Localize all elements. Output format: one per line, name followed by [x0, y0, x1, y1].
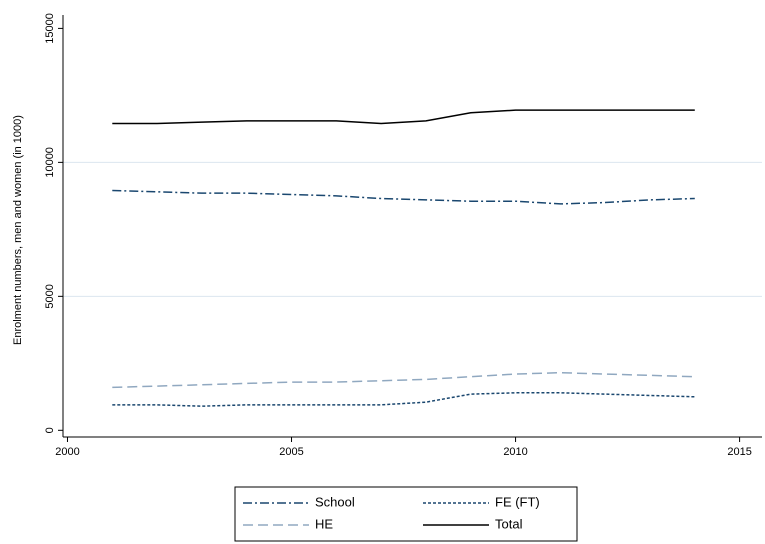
- legend-label: FE (FT): [495, 494, 540, 509]
- series-line: [112, 371, 695, 389]
- y-tick-label: 0: [44, 427, 56, 433]
- y-tick-label: 5000: [44, 284, 56, 308]
- x-tick-label: 2010: [503, 446, 527, 458]
- series-line: [112, 109, 695, 125]
- x-tick-label: 2015: [727, 446, 751, 458]
- x-tick-label: 2005: [279, 446, 303, 458]
- y-tick-label: 15000: [44, 13, 56, 44]
- y-axis-title: Enrolment numbers, men and women (in 100…: [12, 115, 24, 345]
- legend-label: School: [315, 494, 355, 509]
- series-line: [112, 189, 695, 205]
- y-tick-label: 10000: [44, 147, 56, 178]
- series-line: [112, 392, 695, 407]
- legend-label: Total: [495, 516, 523, 531]
- legend-label: HE: [315, 516, 333, 531]
- x-tick-label: 2000: [55, 446, 79, 458]
- legend-box: [234, 486, 578, 542]
